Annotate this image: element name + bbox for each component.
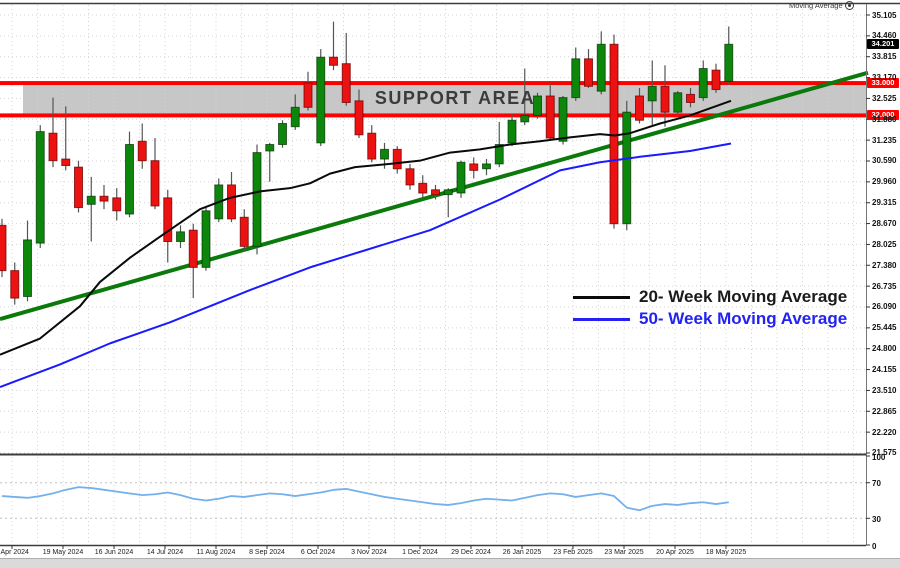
sub-indicator	[0, 482, 866, 519]
price-tick-label: 26.090	[872, 302, 897, 312]
date-tick-label: 19 May 2024	[42, 549, 84, 556]
indicator-info-icon[interactable]	[844, 1, 854, 10]
support-area-label: SUPPORT AREA	[374, 88, 536, 108]
date-tick-label: 1 Apr 2024	[0, 549, 29, 556]
date-tick-label: 20 Apr 2025	[656, 549, 694, 556]
date-tick-label: 18 May 2025	[705, 549, 747, 556]
price-tick-label: 22.220	[872, 427, 897, 437]
date-tick-label: 11 Aug 2024	[196, 549, 236, 556]
legend-row-20wma: 20- Week Moving Average	[573, 286, 847, 308]
price-tick-label: 34.460	[872, 31, 897, 41]
gridlines	[0, 14, 866, 454]
price-tick-label: 29.960	[872, 177, 897, 187]
moving-averages	[0, 99, 732, 388]
indicator-title: Moving Average	[789, 1, 854, 10]
price-tick-label: 31.880	[872, 114, 897, 124]
price-tick-label: 26.735	[872, 281, 897, 291]
price-tick-label: 24.155	[872, 365, 897, 375]
price-tick-label: 25.445	[872, 323, 897, 333]
trendline	[0, 70, 869, 322]
date-tick-label: 8 Sep 2024	[249, 549, 285, 556]
indicator-scale-label: 100	[872, 452, 886, 462]
price-tick-label: 31.235	[872, 135, 897, 145]
date-tick-label: 23 Feb 2025	[553, 549, 593, 556]
level-price-tag-32000: 32.000	[867, 110, 899, 121]
current-price-tag: 34.201	[867, 39, 899, 50]
price-tick-label: 33.170	[872, 73, 897, 83]
date-tick-label: 6 Oct 2024	[300, 549, 336, 556]
indicator-scale-label: 70	[872, 479, 881, 489]
legend-label-50wma: 50- Week Moving Average	[639, 309, 848, 328]
candles	[0, 21, 734, 305]
date-tick-label: 16 Jun 2024	[94, 549, 134, 556]
price-tick-label: 32.525	[872, 93, 897, 103]
level-price-tag-33000: 33.000	[867, 78, 899, 89]
date-tick-label: 26 Jan 2025	[502, 549, 542, 556]
legend: 20- Week Moving Average 50- Week Moving …	[573, 286, 847, 330]
indicator-scale-label: 0	[872, 541, 877, 551]
legend-line-black-icon	[573, 295, 630, 299]
date-tick-label: 14 Jul 2024	[146, 549, 184, 556]
price-tick-label: 23.510	[872, 385, 897, 395]
date-tick-label: 29 Dec 2024	[451, 549, 491, 556]
price-tick-label: 22.865	[872, 406, 897, 416]
price-tick-label: 24.800	[872, 344, 897, 354]
price-tick-label: 29.315	[872, 198, 897, 208]
price-tick-label: 35.105	[872, 10, 897, 20]
legend-label-20wma: 20- Week Moving Average	[639, 287, 848, 306]
price-tick-label: 28.670	[872, 219, 897, 229]
indicator-scale-label: 30	[872, 514, 881, 524]
date-tick-label: 3 Nov 2024	[351, 549, 387, 556]
price-tick-label: 33.815	[872, 52, 897, 62]
legend-line-blue-icon	[573, 317, 630, 321]
price-tick-label: 30.590	[872, 156, 897, 166]
horizontal-scrollbar-strip[interactable]	[0, 558, 900, 568]
date-tick-label: 23 Mar 2025	[604, 549, 644, 556]
date-tick-label: 1 Dec 2024	[402, 549, 438, 556]
price-tick-label: 21.575	[872, 448, 897, 458]
resistance-support-lines	[0, 81, 866, 118]
price-tick-label: 27.380	[872, 260, 897, 270]
indicator-title-text: Moving Average	[789, 1, 843, 10]
legend-row-50wma: 50- Week Moving Average	[573, 308, 847, 330]
panel-frame	[0, 2, 900, 549]
price-tick-label: 28.025	[872, 239, 897, 249]
